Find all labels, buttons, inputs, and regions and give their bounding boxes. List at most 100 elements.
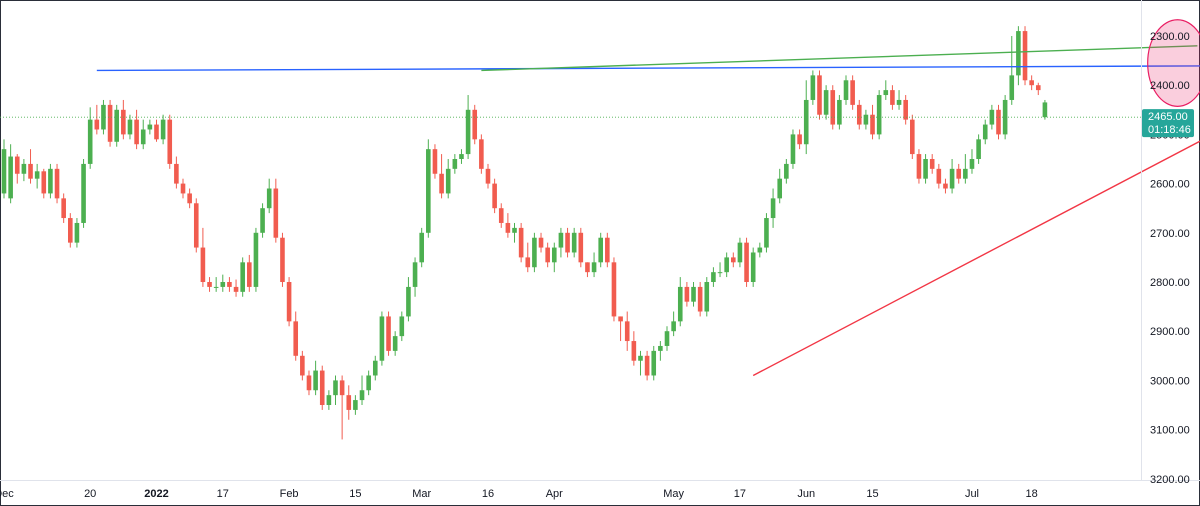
- candle: [624, 311, 630, 351]
- candle: [1, 139, 7, 199]
- trendline-resistance[interactable]: [96, 65, 1200, 72]
- candle: [386, 311, 391, 356]
- candle-body: [8, 156, 13, 199]
- candle: [147, 119, 153, 135]
- price-tick-label: 2800.00: [1150, 277, 1190, 289]
- candle-body: [286, 282, 292, 322]
- time-tick-label: 17: [217, 488, 229, 500]
- candle: [326, 390, 332, 410]
- candle: [313, 360, 318, 396]
- candle: [545, 242, 550, 268]
- candle: [724, 252, 729, 278]
- candle-body: [731, 257, 736, 263]
- trendline-rising-upper[interactable]: [481, 45, 1198, 72]
- candle: [87, 107, 93, 169]
- candle-body: [273, 188, 279, 238]
- candle-body: [770, 198, 776, 219]
- candle-body: [538, 237, 544, 248]
- time-axis[interactable]: Dec 20 2022 17 Feb 15 Mar 16 Apr May 17 Jun 15 Jul 18: [0, 488, 1038, 500]
- candle-body: [300, 355, 305, 376]
- candle: [691, 282, 696, 307]
- candle-body: [1042, 102, 1048, 118]
- candle: [697, 282, 703, 317]
- candle: [426, 139, 431, 238]
- candle: [916, 149, 922, 184]
- candle-body: [704, 282, 710, 312]
- candle-body: [366, 375, 371, 391]
- candle: [94, 104, 100, 135]
- candle-body: [187, 193, 192, 204]
- candle-body: [903, 99, 908, 120]
- time-tick-label: 16: [482, 488, 494, 500]
- candle-body: [949, 168, 955, 189]
- candle: [837, 95, 842, 130]
- time-tick-label: 17: [734, 488, 746, 500]
- candle-body: [233, 286, 239, 292]
- candle-body: [797, 134, 802, 145]
- price-tick-label: 2300.00: [1150, 31, 1190, 43]
- trendline-support[interactable]: [752, 115, 1200, 377]
- candle-body: [591, 262, 597, 273]
- candle: [929, 154, 935, 174]
- candle: [21, 159, 27, 182]
- candle: [174, 156, 179, 189]
- candle-body: [956, 168, 962, 179]
- candle: [121, 99, 126, 140]
- candle-body: [41, 171, 47, 194]
- candle: [963, 154, 968, 184]
- candle-body: [346, 395, 352, 410]
- candle-body: [684, 286, 690, 302]
- candle: [392, 331, 398, 356]
- candle-body: [114, 109, 120, 142]
- candle-body: [737, 242, 743, 263]
- candle-body: [823, 90, 829, 115]
- candle: [518, 222, 524, 263]
- candle: [843, 75, 849, 105]
- candle-body: [359, 390, 365, 401]
- candle: [439, 154, 444, 199]
- candle-body: [777, 178, 783, 199]
- candle: [333, 375, 338, 405]
- candle-body: [870, 114, 875, 135]
- candle: [101, 99, 106, 135]
- candle-body: [326, 395, 332, 405]
- candle-body: [611, 262, 617, 317]
- candle-body: [505, 222, 511, 233]
- candle-body: [253, 232, 259, 287]
- candle: [684, 282, 690, 307]
- candle: [803, 80, 809, 155]
- candle: [996, 104, 1001, 140]
- candle: [876, 90, 882, 140]
- candle: [817, 70, 822, 120]
- plot-area[interactable]: [0, 19, 1200, 440]
- candle-body: [671, 321, 676, 332]
- candle-body: [532, 237, 537, 268]
- candle: [976, 134, 981, 164]
- candle: [127, 114, 133, 140]
- candle: [1035, 82, 1041, 96]
- candle: [870, 104, 875, 140]
- candle-body: [764, 218, 769, 248]
- candle-body: [48, 168, 53, 194]
- highlight-ellipse[interactable]: [1147, 19, 1200, 107]
- candle-body: [598, 237, 603, 263]
- candle: [631, 331, 637, 366]
- candle: [479, 134, 484, 174]
- candle-body: [200, 247, 206, 282]
- candle-body: [605, 237, 610, 263]
- candle-body: [750, 252, 756, 282]
- candle: [339, 375, 345, 440]
- candle-body: [1016, 31, 1021, 76]
- candle-body: [658, 345, 663, 351]
- candle: [532, 232, 537, 273]
- candle: [8, 144, 13, 204]
- candle-body: [147, 124, 153, 130]
- candle-body: [916, 154, 922, 179]
- time-tick-label: Jun: [797, 488, 815, 500]
- candle-body: [353, 400, 358, 410]
- candle-body: [790, 134, 796, 164]
- candle: [525, 242, 531, 273]
- candle: [452, 154, 458, 174]
